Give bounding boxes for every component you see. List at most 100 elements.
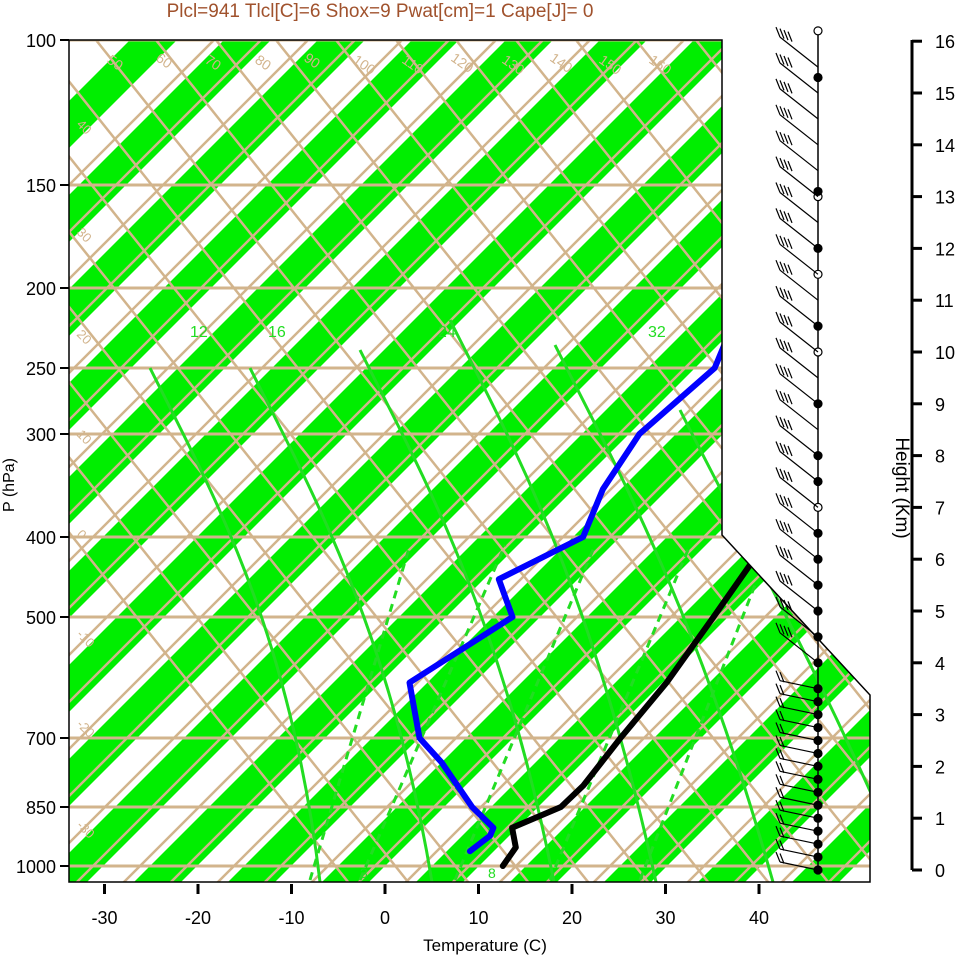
barb-flag	[779, 468, 785, 480]
isotherm-line	[69, 40, 454, 882]
barb-flag	[783, 185, 789, 196]
barb-flag	[775, 285, 781, 297]
barb-flag	[775, 208, 781, 219]
barb-flag	[787, 109, 793, 120]
barb-flag	[775, 363, 781, 375]
barb-flag	[775, 774, 781, 785]
wind-barb	[779, 632, 819, 664]
isotherm-line	[69, 40, 407, 882]
t-tick-label: 30	[655, 908, 675, 928]
barb-flag	[779, 840, 785, 851]
barb-flag	[779, 442, 785, 454]
isotherm-label: 120	[448, 49, 476, 76]
isotherm-line	[69, 40, 689, 882]
p-tick-label: 850	[26, 798, 56, 818]
wind-barb	[779, 680, 819, 690]
p-tick-label: 500	[26, 608, 56, 628]
wind-barb	[779, 580, 819, 612]
moist-adiabat	[358, 349, 556, 882]
barb-flag	[779, 54, 785, 65]
barb-flag	[787, 316, 793, 327]
barb-flag	[775, 683, 781, 694]
barb-flag	[783, 133, 789, 144]
green-band	[208, 40, 870, 882]
t-tick-label: -30	[91, 908, 117, 928]
barb-flag	[779, 365, 785, 376]
dry-adiabat-line	[559, 40, 870, 882]
barb-flag	[779, 598, 785, 609]
barb-flag	[775, 812, 781, 824]
h-tick-label: 11	[935, 291, 954, 311]
barb-marker	[813, 26, 823, 36]
barb-flag	[787, 393, 793, 405]
barb-flag	[787, 627, 793, 638]
moist-adiabat	[678, 409, 870, 882]
barb-flag	[775, 467, 781, 478]
moist-adiabat	[553, 344, 775, 882]
barb-flag	[779, 209, 785, 221]
wind-barb	[779, 321, 819, 353]
barb-flag	[775, 26, 781, 38]
barb-flag	[775, 735, 781, 746]
dry-adiabat-line	[79, 40, 801, 882]
barb-flag	[779, 157, 785, 169]
barb-flag	[775, 493, 781, 504]
barb-flag	[787, 57, 793, 68]
barb-flag	[779, 671, 785, 683]
barb-flag	[779, 235, 785, 247]
h-tick-label: 16	[935, 32, 955, 52]
barb-flag	[783, 547, 789, 559]
frame-outline	[68, 39, 871, 883]
barb-flag	[783, 599, 789, 611]
wind-barb	[779, 451, 819, 482]
t-tick-label: 0	[380, 908, 390, 928]
mixing-ratio-lines	[308, 544, 757, 881]
t-tick-label: -10	[278, 908, 304, 928]
p-tick-label: 250	[26, 359, 56, 379]
h-tick-label: 13	[935, 188, 955, 208]
p-tick-label: 700	[26, 729, 56, 749]
barb-flag	[787, 523, 793, 534]
wind-barb	[779, 166, 819, 198]
barb-flag	[775, 670, 781, 681]
barb-flag	[779, 390, 785, 402]
barb-marker	[813, 72, 823, 83]
p-tick-label: 400	[26, 528, 56, 548]
barb-flag	[779, 736, 785, 748]
barb-flag	[775, 156, 781, 167]
barb-flag	[775, 182, 781, 193]
wind-barb	[779, 502, 819, 534]
barb-flag	[779, 684, 785, 696]
barb-flag	[775, 311, 781, 323]
wind-barb	[779, 373, 819, 405]
barb-flag	[775, 825, 781, 837]
barb-flag	[775, 596, 781, 608]
plot-frame	[68, 39, 871, 883]
moist-label: 12	[190, 324, 208, 341]
barb-flag	[779, 801, 785, 812]
barb-flag	[779, 572, 785, 583]
h-tick-label: 14	[935, 136, 955, 156]
barb-flag	[783, 314, 789, 326]
wind-barb	[779, 476, 819, 508]
isotherm-line	[442, 40, 870, 882]
barb-marker	[813, 186, 823, 197]
wind-barb	[779, 554, 819, 586]
p-tick-label: 150	[26, 176, 56, 196]
barb-flag	[779, 28, 785, 39]
h-tick-label: 4	[935, 654, 945, 674]
barb-flag	[779, 775, 785, 787]
wind-barb	[779, 861, 819, 871]
barb-flag	[783, 625, 789, 637]
dry-adiabat-line	[69, 40, 681, 882]
isotherm-line	[69, 40, 870, 882]
barb-flag	[787, 134, 793, 146]
barb-flag	[787, 419, 793, 431]
barb-flag	[787, 368, 793, 379]
dry-adiabat-line	[739, 40, 870, 882]
wind-barb	[779, 770, 819, 780]
barb-flag	[775, 748, 781, 759]
barb-flag	[775, 838, 781, 850]
mixing-label: 3	[360, 865, 368, 881]
isotherm-line	[69, 40, 313, 882]
